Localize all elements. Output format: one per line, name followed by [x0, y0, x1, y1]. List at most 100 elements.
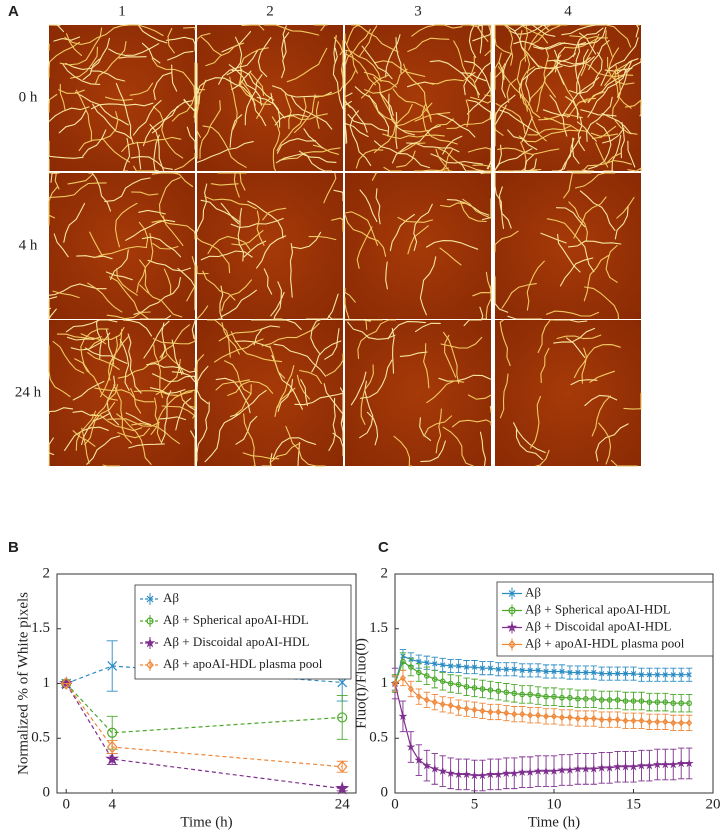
fibril [497, 147, 560, 155]
fibril [399, 351, 428, 357]
fibril [623, 392, 642, 410]
fibril [241, 24, 265, 31]
marker [622, 717, 629, 725]
fibril [196, 401, 210, 462]
fibril [149, 387, 186, 394]
fibril [470, 96, 492, 104]
marker [636, 760, 646, 770]
fibril [158, 177, 181, 222]
fibril [391, 125, 441, 164]
marker [517, 767, 527, 776]
fibril [221, 322, 231, 358]
error-bar [423, 666, 430, 686]
marker [495, 688, 502, 694]
error-bar [534, 686, 542, 705]
marker [605, 763, 615, 772]
afm-image [494, 172, 641, 320]
fibril [116, 267, 138, 296]
fibril [538, 113, 583, 121]
error-bar [336, 695, 348, 740]
fibril [349, 110, 372, 166]
marker [606, 716, 613, 724]
error-bar [678, 694, 685, 713]
fibril [481, 198, 492, 221]
row-label: 4 h [19, 237, 38, 253]
marker [495, 708, 502, 716]
legend-label: Aβ + Discoidal apoAI-HDL [163, 634, 309, 649]
fibril [105, 271, 133, 281]
error-bar [654, 713, 661, 730]
fibril [152, 106, 184, 159]
fibril [489, 405, 492, 413]
marker [541, 766, 551, 775]
legend-marker [144, 637, 156, 648]
error-bar [598, 752, 605, 784]
afm-image [344, 172, 492, 320]
legend-label: Aβ + Discoidal apoAI-HDL [525, 618, 671, 633]
error-bar [479, 679, 486, 699]
fibril [582, 169, 595, 172]
marker [678, 700, 685, 707]
fibril [373, 140, 431, 169]
marker [662, 672, 668, 678]
error-bar [630, 750, 637, 783]
error-bar [455, 758, 462, 791]
fibril [373, 60, 426, 77]
fibril [262, 207, 287, 221]
fibril [291, 231, 322, 250]
fibril [114, 202, 138, 248]
fibril [561, 76, 600, 117]
marker [614, 716, 621, 724]
fibril [285, 425, 326, 467]
marker [406, 742, 416, 751]
fibril [87, 282, 123, 313]
marker [686, 672, 692, 678]
marker [431, 698, 438, 706]
error-bar [550, 687, 558, 706]
fibril [310, 319, 321, 355]
fibril [226, 36, 243, 76]
fibril [154, 397, 162, 442]
error-bar [495, 703, 502, 721]
fibril [72, 380, 105, 401]
marker [590, 696, 597, 702]
fibril [463, 319, 482, 327]
fibril [497, 66, 528, 112]
marker [670, 672, 676, 678]
x-tick-label: 10 [547, 796, 562, 812]
fibril [90, 102, 154, 110]
marker [668, 759, 678, 769]
fibril [171, 371, 196, 383]
fibril [296, 374, 311, 400]
fibril [395, 36, 402, 74]
afm-image [196, 319, 344, 467]
fibril [177, 267, 196, 311]
fibril [74, 358, 118, 401]
marker [557, 765, 567, 774]
fibril [196, 235, 231, 274]
fibril [580, 33, 600, 77]
fibril [566, 165, 589, 172]
error-bar [622, 712, 629, 729]
fibril [467, 99, 492, 121]
marker [583, 669, 589, 676]
error-bar [463, 700, 470, 717]
fibril [499, 109, 539, 134]
series-line [65, 683, 343, 734]
fibril [437, 147, 492, 172]
fibril [313, 68, 344, 99]
fibril [574, 172, 616, 189]
marker [614, 697, 621, 703]
fibril [289, 243, 294, 298]
error-bar [526, 756, 534, 788]
fibril [313, 24, 328, 31]
error-bar [487, 680, 494, 700]
fibril [161, 405, 196, 417]
fibril [463, 71, 476, 96]
fibril [528, 24, 568, 51]
fibril [52, 340, 85, 374]
fibril [261, 453, 273, 467]
fibril [472, 24, 492, 42]
x-tick-label: 15 [626, 796, 641, 812]
fibril [121, 136, 182, 153]
